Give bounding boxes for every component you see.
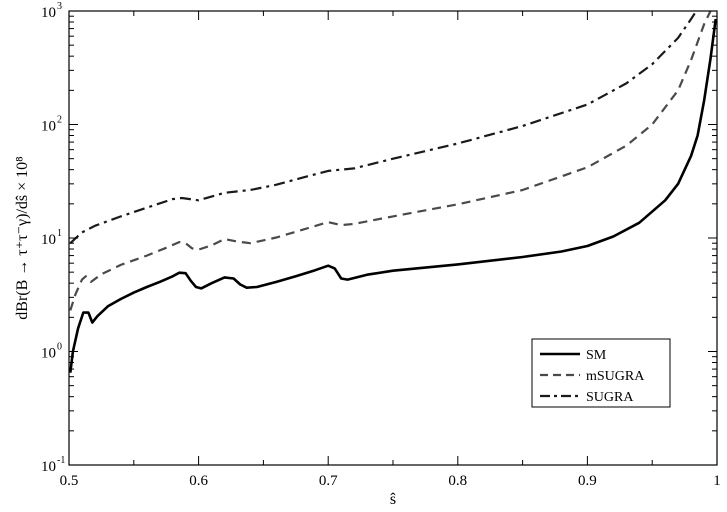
x-tick-label: 0.5 <box>60 473 79 489</box>
y-tick-label-base: 10 <box>41 346 56 362</box>
y-tick-label-base: 10 <box>41 459 56 475</box>
y-tick-label-exponent: 1 <box>57 228 62 239</box>
x-tick-label: 0.6 <box>189 473 208 489</box>
y-tick-label-exponent: 3 <box>57 1 62 12</box>
legend-label-sugra: SUGRA <box>586 390 634 405</box>
y-tick-label-exponent: 0 <box>57 342 62 353</box>
y-tick-label-exponent: 2 <box>57 115 62 126</box>
series-line-sugra <box>69 11 698 245</box>
series-line-sm <box>69 18 717 373</box>
x-tick-label: 0.9 <box>578 473 597 489</box>
ticks-group <box>68 10 718 466</box>
y-tick-label-exponent: -1 <box>57 455 65 466</box>
series-group <box>69 11 717 373</box>
y-axis-label: dBr(B → τ⁺τ⁻γ)/dŝ × 10⁸ <box>14 156 31 319</box>
series-line-msugra <box>69 11 712 311</box>
y-tick-label-base: 10 <box>41 119 56 135</box>
legend-label-msugra: mSUGRA <box>586 369 645 384</box>
x-tick-label: 0.7 <box>319 473 338 489</box>
legend-label-sm: SM <box>586 348 607 363</box>
legend-items: SM mSUGRA SUGRA <box>540 348 645 405</box>
x-tick-label: 0.8 <box>448 473 467 489</box>
x-axis-label: ŝ <box>390 491 396 508</box>
y-tick-label-base: 10 <box>41 5 56 21</box>
x-tick-label: 1 <box>713 473 721 489</box>
legend: SM mSUGRA SUGRA <box>531 338 671 408</box>
y-tick-label-base: 10 <box>41 232 56 248</box>
